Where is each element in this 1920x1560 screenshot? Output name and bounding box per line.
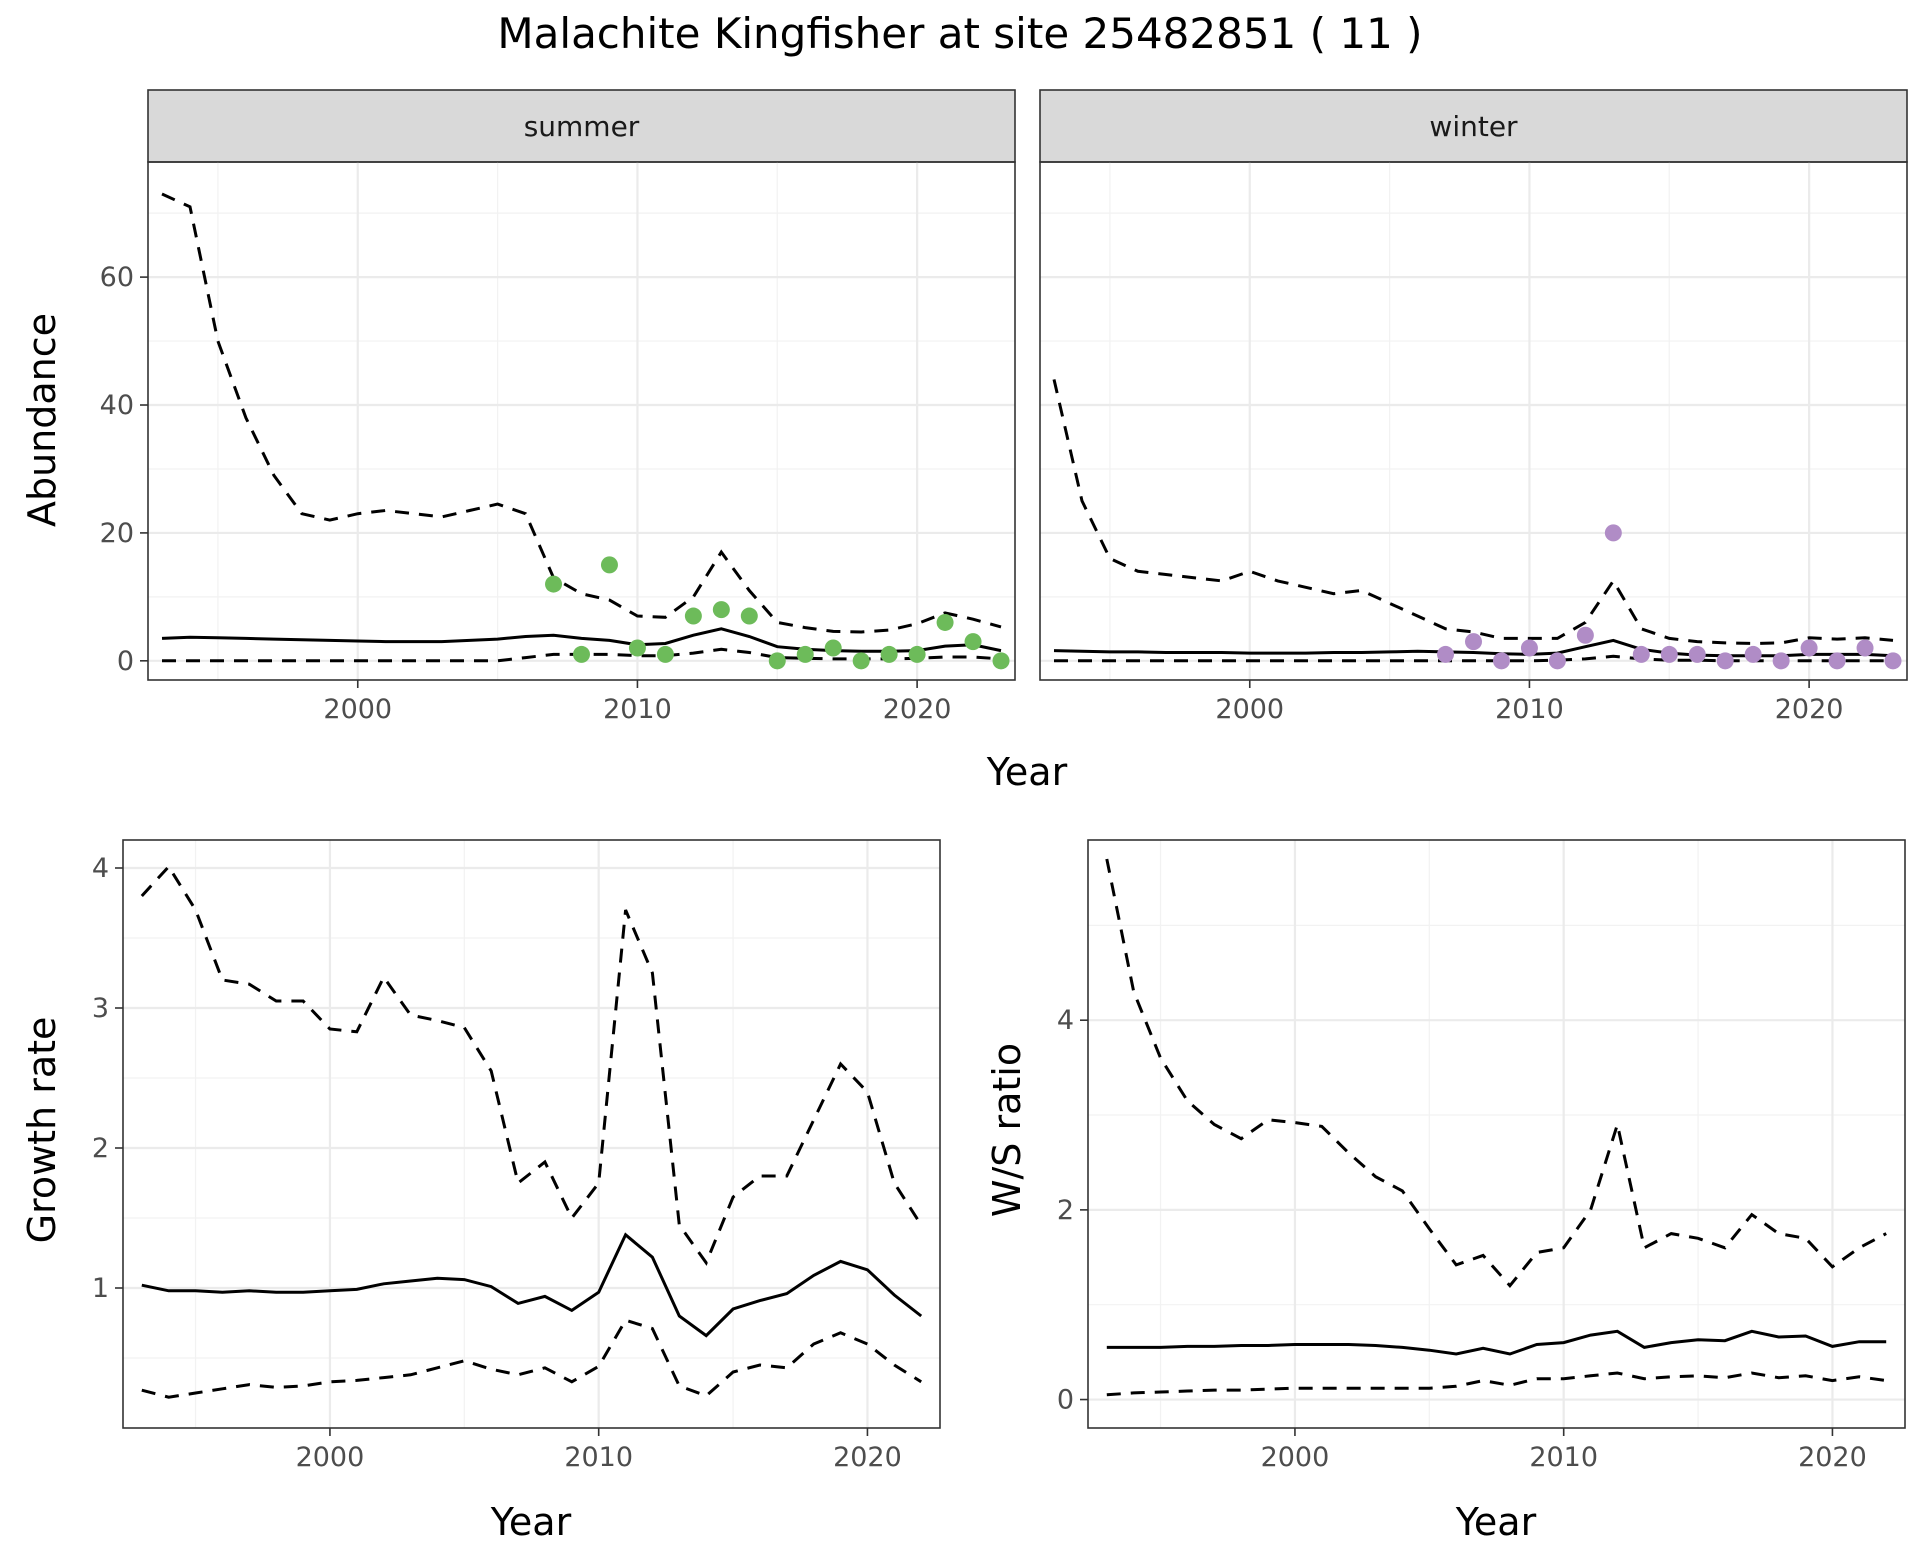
series-line-mean — [161, 627, 1002, 653]
x-tick-label: 2010 — [603, 694, 672, 725]
data-point — [964, 633, 982, 651]
data-point — [573, 645, 590, 663]
data-point — [1856, 639, 1874, 657]
x-tick-label: 2010 — [1529, 1442, 1598, 1473]
x-tick-label: 2020 — [1798, 1442, 1867, 1473]
panel-summer: 2000 2010 2020 0 20 40 60 — [100, 161, 1016, 725]
panel-border — [1039, 161, 1908, 681]
data-point — [796, 645, 814, 663]
y-tick-label: 0 — [117, 646, 134, 677]
data-point — [1800, 639, 1818, 657]
data-point — [824, 639, 842, 657]
data-point — [1576, 626, 1594, 644]
y-tick-label: 2 — [1057, 1195, 1074, 1226]
strip-label-summer: summer — [524, 110, 640, 143]
ratio-x-axis-title: Year — [1455, 1500, 1537, 1544]
data-point — [1604, 524, 1622, 542]
data-point — [1660, 645, 1678, 663]
x-tick-label: 2020 — [1775, 694, 1844, 725]
panel-border — [1087, 839, 1906, 1429]
data-point — [684, 607, 702, 625]
y-tick-label: 20 — [100, 518, 134, 549]
data-point — [1772, 652, 1790, 670]
data-point — [1492, 652, 1510, 670]
series-line-mean — [141, 1232, 923, 1338]
data-point — [600, 556, 618, 574]
data-point — [740, 607, 758, 625]
data-point — [1465, 633, 1482, 651]
y-tick-label: 4 — [1057, 1005, 1074, 1036]
series-line-mean — [1106, 1329, 1887, 1356]
data-point — [1744, 645, 1762, 663]
data-point — [1828, 652, 1846, 670]
panel-winter: 2000 2010 2020 — [1039, 161, 1908, 725]
panel-ratio: 2000 2010 2020 0 2 4 — [1057, 839, 1906, 1473]
growth-x-axis-title: Year — [490, 1500, 572, 1544]
y-tick-label: 2 — [92, 1133, 109, 1164]
data-point — [992, 652, 1010, 670]
series-line-upper — [1052, 379, 1894, 646]
y-tick-label: 3 — [92, 993, 109, 1024]
y-tick-label: 60 — [100, 262, 134, 293]
figure-title: Malachite Kingfisher at site 25482851 ( … — [497, 9, 1422, 58]
y-tick-label: 4 — [92, 853, 109, 884]
strip-winter — [1039, 89, 1908, 163]
x-tick-label: 2000 — [1261, 1442, 1330, 1473]
series-line-upper — [1105, 858, 1887, 1289]
y-tick-label: 0 — [1057, 1385, 1074, 1416]
data-point — [1632, 645, 1650, 663]
data-point — [1437, 645, 1455, 663]
panel-growth: 2000 2010 2020 1 2 3 4 — [92, 839, 941, 1473]
ratio-y-axis-title: W/S ratio — [985, 1043, 1029, 1217]
y-tick-label: 1 — [92, 1273, 109, 1304]
x-tick-label: 2000 — [323, 694, 392, 725]
data-point — [1884, 652, 1902, 670]
x-tick-label: 2020 — [883, 694, 952, 725]
data-point — [908, 645, 926, 663]
data-point — [880, 645, 898, 663]
data-point — [712, 601, 730, 619]
strip-summer — [147, 89, 1016, 163]
panel-border — [147, 161, 1016, 681]
series-line-upper — [161, 192, 1002, 634]
data-point — [936, 613, 954, 631]
data-point — [1548, 652, 1566, 670]
data-point — [656, 645, 674, 663]
data-point — [1716, 652, 1734, 670]
data-point — [852, 652, 870, 670]
series-line-upper — [140, 864, 923, 1266]
growth-y-axis-title: Growth rate — [20, 1017, 64, 1244]
x-tick-label: 2010 — [564, 1442, 633, 1473]
x-tick-label: 2010 — [1495, 694, 1564, 725]
data-point — [768, 652, 786, 670]
y-tick-label: 40 — [100, 390, 134, 421]
x-tick-label: 2000 — [1215, 694, 1284, 725]
data-point — [628, 639, 646, 657]
data-point — [1520, 639, 1538, 657]
top-x-axis-title: Year — [986, 750, 1068, 794]
x-tick-label: 2020 — [833, 1442, 902, 1473]
x-tick-label: 2000 — [296, 1442, 365, 1473]
data-point — [545, 575, 563, 593]
series-line-lower — [1106, 1371, 1887, 1397]
top-y-axis-title: Abundance — [20, 313, 64, 527]
data-point — [1688, 645, 1706, 663]
strip-label-winter: winter — [1429, 110, 1518, 143]
panel-border — [122, 839, 941, 1429]
series-line-lower — [141, 1318, 922, 1399]
